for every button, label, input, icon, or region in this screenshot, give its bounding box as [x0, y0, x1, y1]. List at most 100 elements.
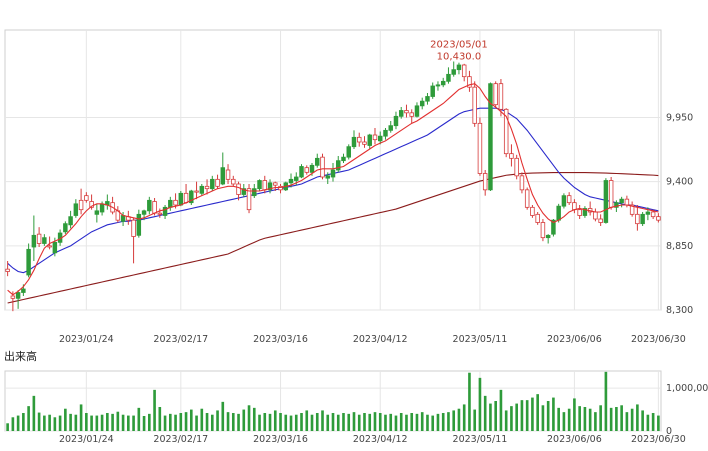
candle-body	[47, 245, 52, 248]
volume-bar	[531, 397, 534, 431]
candle-body	[325, 175, 330, 179]
candle	[561, 193, 567, 209]
candle	[36, 227, 42, 247]
volume-bar	[431, 415, 435, 431]
candle	[482, 170, 488, 196]
candle-body	[572, 202, 577, 211]
candle	[351, 130, 357, 149]
candle	[330, 163, 336, 182]
volume-bar	[258, 414, 261, 431]
candle-body	[252, 188, 257, 197]
volume-bar	[148, 413, 151, 431]
volume-bar	[552, 397, 555, 431]
candle-body	[530, 206, 535, 216]
volume-bar	[43, 415, 46, 431]
volume-bar	[525, 400, 529, 431]
volume-bar	[615, 407, 618, 431]
volume-bar	[305, 410, 309, 431]
volume-bar	[189, 409, 193, 431]
volume-bar	[636, 404, 639, 431]
candle	[315, 153, 320, 168]
peak-annotation: 2023/05/01 10,430.0	[430, 40, 488, 63]
candle	[414, 102, 420, 118]
volume-bar	[22, 413, 25, 431]
candle	[598, 214, 603, 226]
volume-bar	[163, 415, 167, 431]
price-x-tick-label: 2023/06/06	[547, 334, 602, 345]
candle-body	[451, 69, 456, 75]
volume-bar	[489, 403, 492, 431]
peak-value-label: 10,430.0	[437, 52, 482, 63]
volume-bar	[273, 410, 277, 431]
candle	[372, 128, 378, 145]
candle-body	[409, 112, 414, 117]
candle-body	[36, 233, 42, 244]
candle-body	[540, 222, 546, 239]
candle-body	[204, 185, 210, 190]
candle	[656, 213, 661, 223]
candle	[393, 111, 399, 130]
price-x-tick-label: 2023/04/12	[353, 334, 408, 345]
volume-bar	[205, 413, 209, 431]
volume-bar	[363, 413, 366, 431]
volume-bar	[536, 394, 539, 431]
volume-bar	[16, 415, 20, 431]
volume-bar	[116, 411, 120, 431]
candle-body	[294, 176, 299, 181]
candle	[398, 107, 404, 119]
candle-body	[199, 185, 205, 194]
candle	[89, 194, 94, 210]
volume-bar	[641, 410, 644, 431]
volume-bar	[405, 414, 408, 431]
volume-bar	[368, 413, 372, 431]
candle	[446, 67, 451, 84]
candle	[194, 181, 199, 200]
candle-body	[157, 212, 163, 215]
candle	[94, 203, 100, 223]
candle	[435, 81, 441, 91]
volume-bar	[567, 408, 571, 431]
price-y-tick-label: 9,400	[666, 177, 693, 188]
candle-body	[456, 64, 462, 71]
candle-body	[309, 164, 315, 173]
volume-bar	[310, 414, 314, 431]
candle	[220, 152, 226, 186]
volume-bar	[300, 413, 303, 431]
volume-bar	[11, 417, 15, 431]
candle-body	[257, 180, 262, 190]
candle-body	[461, 64, 467, 78]
volume-panel: 出来高 01,000,000 2023/01/242023/02/172023/…	[4, 349, 708, 445]
candle	[84, 192, 89, 203]
volume-bar	[221, 401, 225, 431]
volume-bar	[515, 403, 518, 431]
candle	[383, 128, 388, 140]
candle-body	[346, 146, 351, 158]
candle-body	[194, 190, 199, 193]
volume-bar	[625, 412, 629, 431]
candle-body	[120, 215, 126, 222]
volume-bar	[441, 413, 445, 431]
price-x-tick-label: 2023/06/30	[631, 334, 686, 345]
volume-bar	[69, 413, 72, 431]
volume-x-tick-label: 2023/01/24	[59, 434, 114, 445]
candle-body	[299, 166, 304, 178]
candle	[404, 104, 409, 118]
candle-body	[561, 195, 567, 207]
candle-body	[383, 129, 388, 137]
candle-body	[210, 178, 215, 190]
volume-bar	[294, 414, 298, 431]
candle-body	[225, 169, 231, 180]
volume-bar	[226, 412, 230, 431]
volume-y-axis: 0 1,000,000	[666, 383, 708, 437]
volume-bar	[247, 405, 251, 431]
candle-body	[393, 115, 399, 127]
volume-title: 出来高	[4, 349, 37, 363]
volume-x-tick-label: 2023/04/12	[353, 434, 408, 445]
candle-body	[31, 234, 37, 248]
volume-bar	[74, 414, 78, 431]
candle-body	[351, 136, 357, 148]
candle-body	[582, 208, 588, 216]
candle-body	[42, 237, 47, 244]
volume-bar	[573, 398, 576, 431]
